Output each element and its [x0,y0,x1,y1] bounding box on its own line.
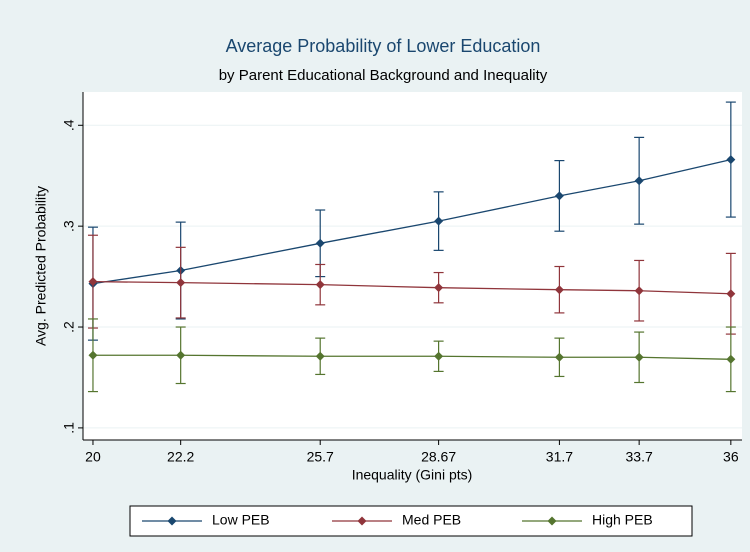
legend-label: Med PEB [402,512,461,528]
x-tick-label: 31.7 [546,449,573,465]
legend-label: High PEB [592,512,653,528]
marker [726,289,736,299]
marker [434,283,444,293]
marker [554,352,564,362]
marker [315,238,325,248]
chart-title: Average Probability of Lower Education [226,36,541,56]
marker [88,277,98,287]
y-axis-title: Avg. Predicted Probability [33,186,49,346]
marker [634,176,644,186]
legend-label: Low PEB [212,512,270,528]
marker [176,350,186,360]
marker [634,352,644,362]
marker [554,191,564,201]
legend-box [129,505,693,537]
legend-marker [167,516,177,526]
marker [88,350,98,360]
marker [434,216,444,226]
marker [315,351,325,361]
marker [726,155,736,165]
marker [554,285,564,295]
marker [315,280,325,290]
legend-marker [547,516,557,526]
marker [634,286,644,296]
y-tick-label: .3 [61,220,77,232]
plot-area [83,92,742,440]
legend-marker [357,516,367,526]
x-tick-label: 25.7 [307,449,334,465]
marker [176,278,186,288]
x-tick-label: 28.67 [421,449,456,465]
y-tick-label: .2 [61,321,77,333]
chart-subtitle: by Parent Educational Background and Ine… [219,67,548,84]
x-tick-label: 36 [723,449,739,465]
marker [434,351,444,361]
y-tick-label: .4 [61,119,77,131]
x-axis-title: Inequality (Gini pts) [352,467,473,483]
y-tick-label: .1 [61,422,77,434]
x-tick-label: 22.2 [167,449,194,465]
x-tick-label: 20 [85,449,101,465]
x-tick-label: 33.7 [626,449,653,465]
marker [726,354,736,364]
